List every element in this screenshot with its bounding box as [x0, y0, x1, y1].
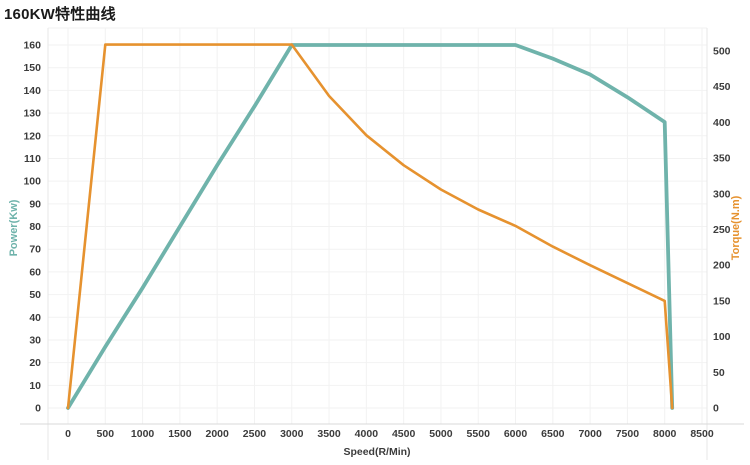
left-tick-label: 150: [23, 62, 41, 74]
left-tick-label: 40: [29, 312, 41, 324]
x-tick-label: 0: [65, 428, 71, 440]
x-tick-label: 4000: [355, 428, 379, 440]
right-tick-label: 50: [713, 367, 725, 379]
right-tick-label: 200: [713, 260, 731, 272]
right-tick-label: 250: [713, 224, 731, 236]
left-tick-label: 60: [29, 266, 41, 278]
x-tick-label: 6500: [541, 428, 565, 440]
x-tick-label: 7000: [578, 428, 602, 440]
left-tick-label: 160: [23, 40, 41, 52]
x-tick-label: 4500: [392, 428, 416, 440]
right-tick-label: 300: [713, 188, 731, 200]
left-tick-label: 10: [29, 380, 41, 392]
chart-title: 160KW特性曲线: [4, 6, 116, 23]
left-tick-label: 20: [29, 357, 41, 369]
right-tick-label: 350: [713, 153, 731, 165]
right-tick-label: 400: [713, 117, 731, 129]
x-tick-label: 3500: [317, 428, 341, 440]
x-tick-label: 5000: [429, 428, 453, 440]
x-tick-label: 8000: [653, 428, 677, 440]
x-axis-title: Speed(R/Min): [343, 446, 411, 458]
right-tick-label: 100: [713, 331, 731, 343]
x-tick-label: 8500: [690, 428, 714, 440]
x-tick-label: 1500: [168, 428, 192, 440]
x-tick-label: 5500: [467, 428, 491, 440]
x-tick-label: 2000: [205, 428, 229, 440]
left-tick-label: 70: [29, 244, 41, 256]
left-tick-label: 110: [24, 153, 41, 165]
x-tick-label: 3000: [280, 428, 304, 440]
right-tick-label: 500: [713, 46, 731, 58]
right-tick-label: 150: [713, 295, 731, 307]
left-tick-label: 120: [23, 130, 41, 142]
left-tick-label: 50: [29, 289, 41, 301]
x-tick-label: 7500: [616, 428, 640, 440]
left-tick-label: 130: [23, 108, 41, 120]
x-tick-label: 1000: [131, 428, 155, 440]
x-tick-label: 6000: [504, 428, 528, 440]
torque-line: [66, 43, 674, 410]
left-tick-label: 0: [35, 403, 41, 415]
left-axis-title: Power(Kw): [8, 199, 20, 257]
right-tick-label: 0: [713, 403, 719, 415]
left-tick-label: 90: [29, 198, 41, 210]
left-tick-label: 100: [23, 176, 41, 188]
left-tick-label: 30: [29, 334, 41, 346]
right-axis-title: Torque(N.m): [730, 195, 742, 261]
left-tick-label: 80: [29, 221, 41, 233]
left-tick-label: 140: [23, 85, 41, 97]
right-tick-label: 450: [713, 81, 731, 93]
x-tick-label: 500: [97, 428, 115, 440]
power-line: [66, 43, 675, 410]
x-tick-label: 2500: [243, 428, 267, 440]
